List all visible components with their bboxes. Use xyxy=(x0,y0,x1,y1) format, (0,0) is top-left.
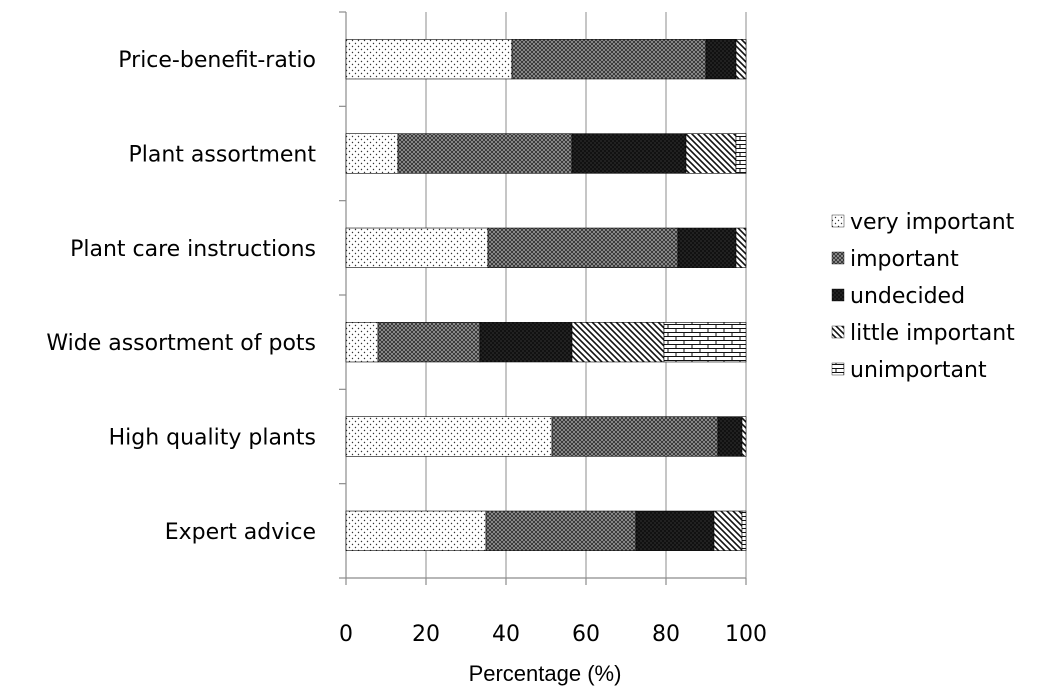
bar-segment xyxy=(677,227,737,268)
bar-segment xyxy=(635,510,715,551)
legend-swatch xyxy=(831,214,845,228)
category-labels: Price-benefit-ratio Plant assortment Plant… xyxy=(46,48,316,545)
category-label: Plant care instructions xyxy=(70,237,316,262)
legend-label: unimportant xyxy=(850,358,987,383)
bar-segment xyxy=(487,227,679,268)
x-tick-label: 60 xyxy=(572,622,600,647)
x-tick-label: 20 xyxy=(412,622,440,647)
category-label: High quality plants xyxy=(109,426,316,451)
bars xyxy=(345,39,747,551)
x-tick-label: 40 xyxy=(492,622,520,647)
bar-segment xyxy=(345,322,379,363)
legend-swatch xyxy=(831,251,845,265)
legend-swatch xyxy=(831,288,845,302)
bar-segment xyxy=(345,416,553,457)
bar-segment xyxy=(685,133,737,174)
legend-swatch xyxy=(831,325,845,339)
category-label: Price-benefit-ratio xyxy=(118,48,316,73)
bar-segment xyxy=(717,416,743,457)
bar-segment xyxy=(713,510,743,551)
axes xyxy=(339,11,747,585)
bar-segment xyxy=(571,133,687,174)
bar-segment xyxy=(735,227,747,268)
bar-segment xyxy=(663,322,747,363)
bar-segment xyxy=(511,39,707,80)
category-label: Plant assortment xyxy=(129,143,317,168)
legend: very important important undecided little i… xyxy=(831,210,1015,383)
bar-segment xyxy=(735,39,747,80)
x-tick-labels: 0 20 40 60 80 100 xyxy=(339,622,767,647)
bar-segment xyxy=(345,510,487,551)
legend-label: very important xyxy=(850,210,1015,235)
legend-label: little important xyxy=(850,321,1015,346)
bar-segment xyxy=(551,416,719,457)
bar-segment xyxy=(571,322,665,363)
x-axis-label: Percentage (%) xyxy=(469,661,622,686)
bar-segment xyxy=(345,227,489,268)
legend-swatch xyxy=(831,362,845,376)
bar-segment xyxy=(485,510,637,551)
bar-segment xyxy=(397,133,573,174)
legend-label: undecided xyxy=(850,284,965,309)
bar-segment xyxy=(345,39,513,80)
bar-segment xyxy=(735,133,747,174)
bar-segment xyxy=(705,39,737,80)
x-tick-label: 80 xyxy=(652,622,680,647)
bar-segment xyxy=(377,322,481,363)
category-label: Wide assortment of pots xyxy=(46,331,316,356)
bar-segment xyxy=(741,416,747,457)
bar-segment xyxy=(741,510,747,551)
category-label: Expert advice xyxy=(165,520,316,545)
bar-segment xyxy=(345,133,399,174)
x-tick-label: 100 xyxy=(725,622,767,647)
x-tick-label: 0 xyxy=(339,622,353,647)
legend-label: important xyxy=(850,247,959,272)
bar-segment xyxy=(479,322,573,363)
gridlines xyxy=(425,12,747,578)
